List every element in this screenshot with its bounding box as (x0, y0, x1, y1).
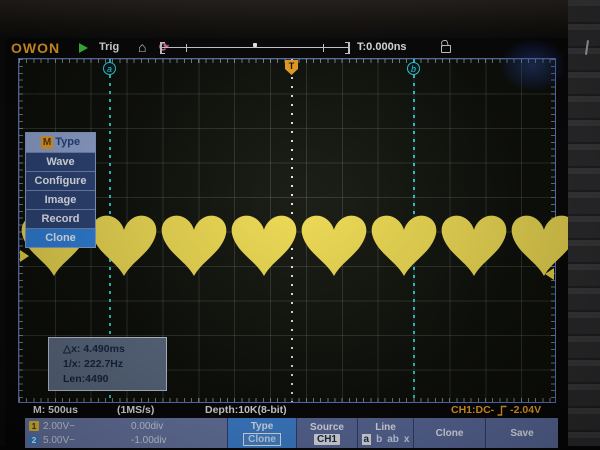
softkey-line[interactable]: Line a b ab x (357, 418, 413, 448)
heart-waveform (511, 215, 568, 277)
owon-logo: OWON (11, 40, 61, 56)
trig-status-label: Trig (99, 41, 120, 53)
trigger-level-marker[interactable] (545, 268, 554, 280)
heart-waveform (441, 215, 507, 277)
timeline-right-bracket (345, 42, 350, 54)
bottom-tick-scale (19, 398, 555, 402)
line-option-ab[interactable]: ab (387, 433, 399, 445)
timeline-line (162, 47, 348, 48)
type-value: Clone (243, 432, 281, 446)
ch2-info-row[interactable]: 2 5.00V~ -1.00div (29, 433, 223, 447)
timeline-left-bracket (160, 42, 165, 54)
line-option-b[interactable]: b (376, 433, 383, 445)
ch1-offset: 0.00div (130, 420, 164, 432)
bezel-right (568, 0, 600, 450)
line-options: a b ab x (361, 433, 410, 445)
softkey-menu: 1 2.00V~ 0.00div 2 5.00V~ -1.00div Type … (25, 418, 563, 448)
menu-header-type[interactable]: M Type (26, 133, 95, 152)
softkey-source[interactable]: Source CH1 (296, 418, 357, 448)
heart-waveform (91, 215, 157, 277)
run-state-play-icon (79, 43, 88, 53)
line-option-x[interactable]: x (403, 433, 410, 445)
cursor-measurement-box: △x: 4.490ms 1/x: 222.7Hz Len:4490 (48, 337, 167, 391)
trigger-coupling-label: CH1:DC- (451, 404, 495, 416)
trigger-position-tag[interactable]: T (285, 60, 298, 75)
top-status-bar: OWON Trig ⌂ ⟳ T:0.000ns (5, 38, 568, 58)
ch1-badge: 1 (29, 421, 39, 431)
inverse-delta-readout: 1/x: 222.7Hz (63, 358, 124, 370)
left-tick-scale (19, 59, 23, 402)
rising-edge-icon (497, 405, 507, 416)
trigger-settings-readout: CH1:DC- -2.04V (451, 404, 541, 416)
timeline-window-left (186, 44, 187, 52)
save-button-label: Save (510, 427, 534, 439)
menu-item-clone[interactable]: Clone (26, 228, 95, 247)
trigger-level-readout: -2.04V (510, 404, 542, 416)
menu-item-wave[interactable]: Wave (26, 152, 95, 171)
length-readout: Len:4490 (63, 373, 109, 385)
ch2-offset: -1.00div (130, 434, 167, 446)
source-value: CH1 (313, 433, 340, 445)
trigger-position-marker (253, 43, 257, 47)
scope-screen: OWON Trig ⌂ ⟳ T:0.000ns (5, 38, 568, 448)
menu-item-configure[interactable]: Configure (26, 171, 95, 190)
menu-header-label: Type (55, 136, 81, 148)
type-label: Type (250, 420, 274, 432)
bezel-left (0, 38, 5, 450)
menu-item-record[interactable]: Record (26, 209, 95, 228)
save-button[interactable]: Save (485, 418, 558, 448)
heart-waveform (371, 215, 437, 277)
timebase-readout: M: 500us (33, 404, 78, 416)
channel-info-panel: 1 2.00V~ 0.00div 2 5.00V~ -1.00div (25, 418, 227, 448)
clone-button[interactable]: Clone (413, 418, 485, 448)
menu-item-image[interactable]: Image (26, 190, 95, 209)
delta-x-readout: △x: 4.490ms (63, 343, 125, 355)
open-padlock-icon[interactable] (441, 45, 451, 53)
heart-waveform (231, 215, 297, 277)
memory-depth-readout: Depth:10K(8-bit) (205, 404, 287, 416)
status-bar: M: 500us (1MS/s) Depth:10K(8-bit) CH1:DC… (5, 403, 568, 418)
bezel-top (0, 0, 600, 38)
ch1-position-marker[interactable] (20, 250, 29, 262)
ch1-info-row[interactable]: 1 2.00V~ 0.00div (29, 419, 223, 433)
timebase-position-indicator (160, 42, 350, 54)
ch1-scale: 2.00V~ (43, 420, 75, 432)
heart-waveform (161, 215, 227, 277)
bezel-bottom (0, 446, 600, 450)
trigger-time-readout: T:0.000ns (357, 41, 407, 53)
source-label: Source (310, 421, 344, 433)
home-icon[interactable]: ⌂ (138, 39, 147, 55)
cursor-b-handle[interactable]: b (407, 62, 420, 75)
heart-waveform (301, 215, 367, 277)
timeline-window-right (323, 44, 324, 52)
cursor-a-handle[interactable]: a (103, 62, 116, 75)
softkey-type[interactable]: Type Clone (227, 418, 296, 448)
clone-button-label: Clone (435, 427, 464, 439)
utility-menu: M Type Wave Configure Image Record Clone (25, 132, 96, 248)
line-label: Line (375, 421, 396, 433)
ch2-badge: 2 (29, 435, 39, 445)
sample-rate-readout: (1MS/s) (117, 404, 155, 416)
m-badge: M (40, 136, 54, 149)
line-option-a[interactable]: a (361, 433, 372, 445)
ch2-scale: 5.00V~ (43, 434, 75, 446)
